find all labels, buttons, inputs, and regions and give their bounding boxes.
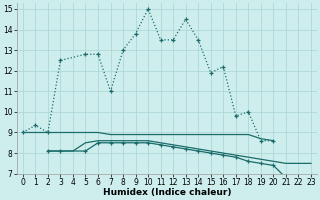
X-axis label: Humidex (Indice chaleur): Humidex (Indice chaleur) [103, 188, 231, 197]
